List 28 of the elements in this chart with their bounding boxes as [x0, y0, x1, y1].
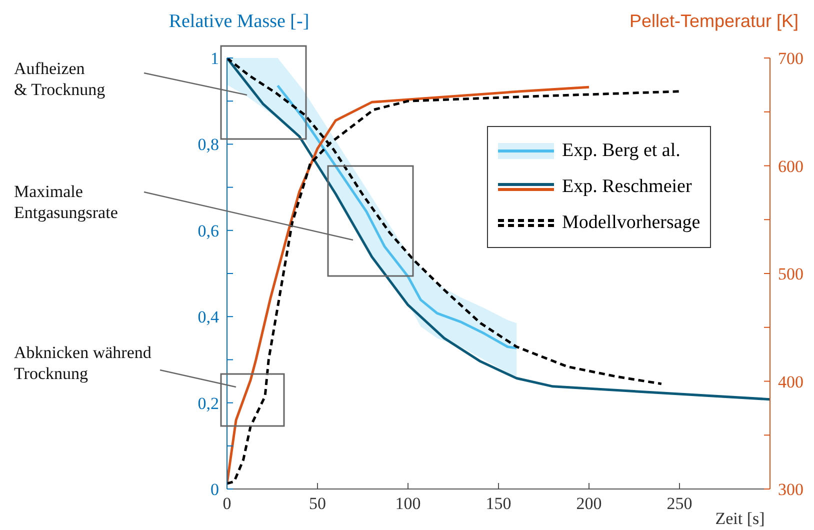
- y2-tick-label: 500: [778, 264, 804, 284]
- x-tick-label: 0: [222, 494, 232, 514]
- y-tick-label: 0,4: [198, 308, 220, 327]
- y-tick-label: 0,8: [198, 135, 219, 154]
- legend-label: Modellvorhersage: [562, 212, 700, 234]
- y2-tick-label: 600: [778, 156, 804, 176]
- x-tick-label: 100: [395, 494, 421, 514]
- x-tick-label: 200: [576, 494, 602, 514]
- y-tick-label: 1: [210, 49, 219, 68]
- y-axis-title: Relative Masse [-]: [168, 11, 310, 32]
- x-tick-label: 150: [486, 494, 512, 514]
- y2-tick-label: 700: [778, 49, 804, 68]
- x-axis-title: Zeit [s]: [715, 509, 765, 528]
- line-series: [227, 58, 770, 401]
- y-tick-label: 0,6: [198, 221, 219, 240]
- x-tick-label: 250: [666, 494, 692, 514]
- y2-axis-title: Pellet-Temperatur [K]: [629, 11, 799, 31]
- y-tick-label: 0,2: [198, 394, 219, 413]
- legend-label: Exp. Reschmeier: [562, 176, 692, 198]
- text: Maximale Entgasungsrate: [14, 182, 118, 222]
- legend-label: Exp. Berg et al.: [562, 140, 680, 162]
- text: Aufheizen & Trocknung: [14, 59, 106, 99]
- line-series: [276, 84, 518, 350]
- y-tick-label: 0: [210, 480, 219, 500]
- x-tick-label: 50: [309, 494, 326, 514]
- text: Abknicken während Trocknung: [14, 343, 152, 383]
- y2-tick-label: 300: [778, 480, 804, 500]
- y2-tick-label: 400: [778, 372, 804, 392]
